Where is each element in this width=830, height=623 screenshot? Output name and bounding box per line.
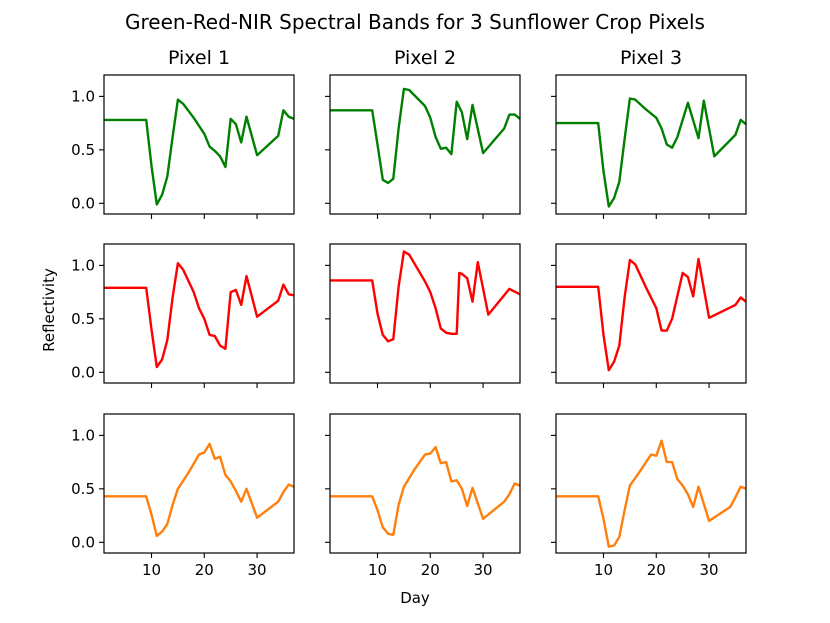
series-line-nir-pixel-1 xyxy=(104,442,295,538)
y-axis-label: Reflectivity xyxy=(40,268,58,352)
series-line-nir-pixel-3 xyxy=(556,439,747,548)
x-tick-label: 30 xyxy=(248,561,267,579)
series-line-red-pixel-1 xyxy=(104,262,295,369)
x-axis-label: Day xyxy=(400,589,430,607)
panel-red-pixel-1: 0.0 0.5 1.0 xyxy=(71,243,295,388)
axes-frame xyxy=(555,243,747,384)
axes-frame xyxy=(555,413,747,554)
panel-nir-pixel-2: 10 20 30 xyxy=(325,413,521,579)
series-line-green-pixel-3 xyxy=(556,97,747,208)
y-tick-label: 1.0 xyxy=(71,426,95,444)
x-tick-label: 10 xyxy=(594,561,613,579)
panel-nir-pixel-1: 0.0 0.5 1.0 10 20 30 xyxy=(71,413,295,579)
axes-frame xyxy=(555,74,747,215)
figure-title: Green-Red-NIR Spectral Bands for 3 Sunfl… xyxy=(125,10,705,34)
series-line-green-pixel-1 xyxy=(104,98,295,206)
x-tick-label: 10 xyxy=(142,561,161,579)
panel-nir-pixel-3: 10 20 30 xyxy=(551,413,747,579)
axes-frame xyxy=(329,243,521,384)
axes-frame xyxy=(103,74,295,215)
axes-frame xyxy=(329,74,521,215)
panel-red-pixel-2 xyxy=(325,243,521,388)
axes-frame xyxy=(103,243,295,384)
series-line-red-pixel-3 xyxy=(556,257,747,372)
x-tick-label: 20 xyxy=(195,561,214,579)
y-tick-label: 0.0 xyxy=(71,194,95,212)
column-title-1: Pixel 1 xyxy=(168,47,230,69)
x-tick-label: 20 xyxy=(647,561,666,579)
series-line-red-pixel-2 xyxy=(330,250,521,343)
panel-red-pixel-3 xyxy=(551,243,747,388)
x-tick-label: 10 xyxy=(368,561,387,579)
y-tick-label: 0.0 xyxy=(71,533,95,551)
x-tick-label: 30 xyxy=(474,561,493,579)
panel-green-pixel-3 xyxy=(551,74,747,219)
y-tick-label: 1.0 xyxy=(71,256,95,274)
column-title-3: Pixel 3 xyxy=(620,47,682,69)
panel-green-pixel-2 xyxy=(325,74,521,219)
axes-frame xyxy=(329,413,521,554)
y-tick-label: 1.0 xyxy=(71,87,95,105)
subplot-grid: Pixel 1 Pixel 2 Pixel 30.00.51.00.00.51.00… xyxy=(71,47,747,579)
x-tick-label: 20 xyxy=(421,561,440,579)
series-line-green-pixel-2 xyxy=(330,87,521,185)
y-tick-label: 0.5 xyxy=(71,310,95,328)
y-tick-label: 0.5 xyxy=(71,480,95,498)
panel-green-pixel-1: 0.0 0.5 1.0 xyxy=(71,74,295,219)
column-title-2: Pixel 2 xyxy=(394,47,456,69)
y-tick-label: 0.0 xyxy=(71,363,95,381)
axes-frame xyxy=(103,413,295,554)
x-tick-label: 30 xyxy=(700,561,719,579)
y-tick-label: 0.5 xyxy=(71,141,95,159)
series-line-nir-pixel-2 xyxy=(330,445,521,536)
